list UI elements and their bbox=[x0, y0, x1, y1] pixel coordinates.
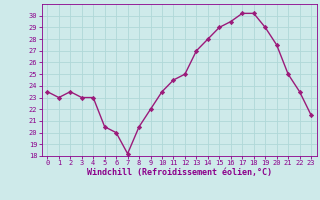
X-axis label: Windchill (Refroidissement éolien,°C): Windchill (Refroidissement éolien,°C) bbox=[87, 168, 272, 177]
